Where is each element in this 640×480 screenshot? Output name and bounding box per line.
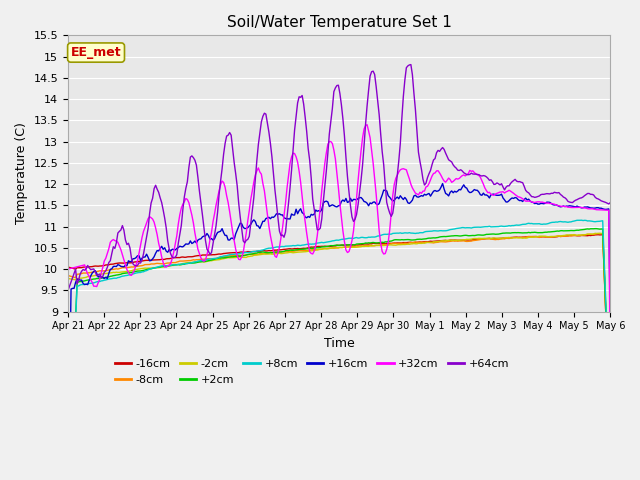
+16cm <box>226 237 234 243</box>
+64cm <box>607 200 614 205</box>
+2cm <box>576 227 584 233</box>
Text: EE_met: EE_met <box>71 46 122 59</box>
-2cm <box>131 267 138 273</box>
-2cm <box>244 254 252 260</box>
+8cm <box>607 415 614 420</box>
+2cm <box>591 226 599 231</box>
+2cm <box>301 246 309 252</box>
-16cm <box>64 264 72 270</box>
+8cm <box>578 217 586 223</box>
-16cm <box>607 423 614 429</box>
+32cm <box>301 219 309 225</box>
-16cm <box>253 249 260 254</box>
Line: +2cm: +2cm <box>68 228 611 480</box>
+16cm <box>439 180 447 186</box>
Line: +32cm: +32cm <box>68 125 611 372</box>
-8cm <box>301 248 309 253</box>
-2cm <box>301 249 309 254</box>
+64cm <box>253 158 260 164</box>
+64cm <box>407 62 415 68</box>
-8cm <box>244 252 252 258</box>
-2cm <box>253 252 260 258</box>
+2cm <box>253 250 260 256</box>
Line: -2cm: -2cm <box>68 233 611 425</box>
-16cm <box>226 250 234 256</box>
+64cm <box>244 237 252 242</box>
+2cm <box>607 420 614 426</box>
+64cm <box>64 288 72 293</box>
-16cm <box>576 233 584 239</box>
+8cm <box>576 217 584 223</box>
Line: -16cm: -16cm <box>68 235 611 426</box>
-8cm <box>64 273 72 278</box>
+8cm <box>253 248 260 254</box>
X-axis label: Time: Time <box>324 337 355 350</box>
+32cm <box>64 266 72 272</box>
+64cm <box>301 114 309 120</box>
+8cm <box>244 250 252 255</box>
-2cm <box>64 276 72 281</box>
+32cm <box>131 267 138 273</box>
-16cm <box>131 259 138 265</box>
-2cm <box>226 255 234 261</box>
+32cm <box>226 209 234 215</box>
-2cm <box>576 232 584 238</box>
+2cm <box>226 254 234 260</box>
Title: Soil/Water Temperature Set 1: Soil/Water Temperature Set 1 <box>227 15 452 30</box>
+64cm <box>578 195 586 201</box>
-2cm <box>607 422 614 428</box>
Y-axis label: Temperature (C): Temperature (C) <box>15 122 28 225</box>
-8cm <box>226 253 234 259</box>
-8cm <box>131 264 138 270</box>
Line: +64cm: +64cm <box>68 65 611 290</box>
+16cm <box>244 225 252 230</box>
-8cm <box>596 231 604 237</box>
-16cm <box>301 245 309 251</box>
-2cm <box>596 230 604 236</box>
+32cm <box>253 168 260 174</box>
+32cm <box>607 369 614 374</box>
+32cm <box>578 204 586 210</box>
Line: +8cm: +8cm <box>68 220 611 480</box>
+2cm <box>131 269 138 275</box>
+16cm <box>131 256 138 262</box>
+16cm <box>578 205 586 211</box>
Legend: -16cm, -8cm, -2cm, +2cm, +8cm, +16cm, +32cm, +64cm: -16cm, -8cm, -2cm, +2cm, +8cm, +16cm, +3… <box>110 355 514 389</box>
+16cm <box>301 214 309 220</box>
+64cm <box>226 130 234 135</box>
+16cm <box>607 327 614 333</box>
-8cm <box>253 252 260 257</box>
+8cm <box>301 242 309 248</box>
+8cm <box>131 271 138 276</box>
-8cm <box>576 232 584 238</box>
Line: -8cm: -8cm <box>68 234 611 426</box>
+32cm <box>364 122 371 128</box>
-16cm <box>599 232 607 238</box>
+2cm <box>244 252 252 257</box>
-8cm <box>607 423 614 429</box>
+8cm <box>226 252 234 258</box>
+32cm <box>244 218 252 224</box>
+64cm <box>131 263 138 268</box>
-16cm <box>244 249 252 254</box>
Line: +16cm: +16cm <box>68 183 611 480</box>
+16cm <box>253 223 260 228</box>
